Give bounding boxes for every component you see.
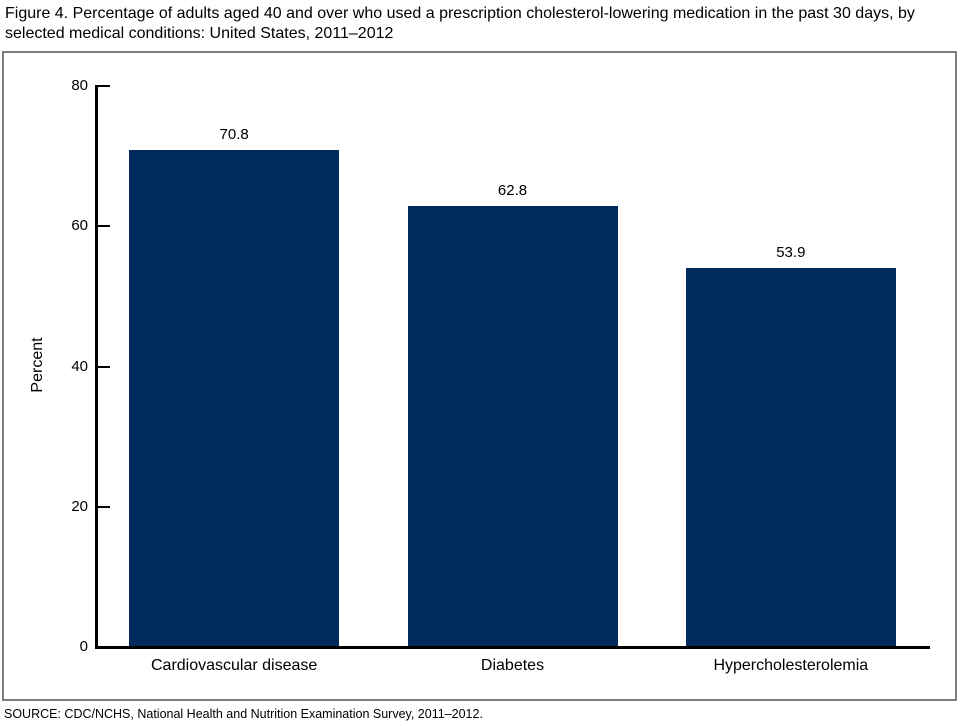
bar-value-label: 70.8 xyxy=(219,125,249,143)
bar-diabetes xyxy=(407,205,618,646)
y-tick-label: 80 xyxy=(71,77,88,94)
y-tick-label: 0 xyxy=(79,638,88,655)
bar-cardiovascular-disease xyxy=(129,149,340,646)
y-tick-mark xyxy=(98,365,110,368)
bar-value-label: 62.8 xyxy=(497,181,528,199)
chart-frame: Percent 0 20 40 60 80 70.8 Cardiovascular dise… xyxy=(2,51,957,701)
x-category-label: Diabetes xyxy=(480,657,545,674)
x-axis-line xyxy=(95,646,930,649)
y-tick-label: 20 xyxy=(71,497,88,515)
y-axis-line xyxy=(95,85,98,649)
source-note: SOURCE: CDC/NCHS, National Health and Nu… xyxy=(4,707,483,721)
y-tick-mark xyxy=(98,225,110,228)
y-tick-label: 60 xyxy=(71,217,88,235)
y-tick-label: 40 xyxy=(71,357,88,375)
y-tick-mark xyxy=(98,505,110,508)
x-category-label: Hypercholesterolemia xyxy=(713,657,869,674)
y-tick-mark xyxy=(98,85,110,87)
plot-area: 0 20 40 60 80 70.8 Cardiovascular disease 62.8 D… xyxy=(4,53,955,699)
bar-hypercholesterolemia xyxy=(685,268,896,646)
x-category-label: Cardiovascular disease xyxy=(151,657,318,674)
bar-value-label: 53.9 xyxy=(776,244,806,262)
figure-title: Figure 4. Percentage of adults aged 40 a… xyxy=(5,5,915,42)
